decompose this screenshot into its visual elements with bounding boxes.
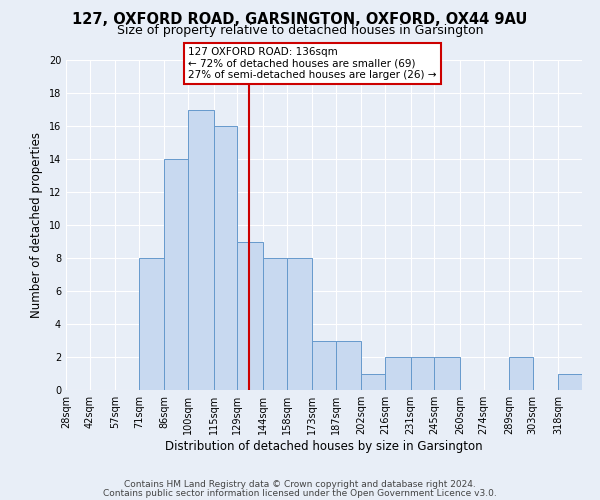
- Bar: [361, 374, 385, 390]
- Bar: [164, 159, 188, 390]
- Bar: [558, 374, 582, 390]
- Bar: [410, 357, 434, 390]
- Text: Contains public sector information licensed under the Open Government Licence v3: Contains public sector information licen…: [103, 488, 497, 498]
- Text: Size of property relative to detached houses in Garsington: Size of property relative to detached ho…: [117, 24, 483, 37]
- Bar: [188, 110, 214, 390]
- Text: 127, OXFORD ROAD, GARSINGTON, OXFORD, OX44 9AU: 127, OXFORD ROAD, GARSINGTON, OXFORD, OX…: [73, 12, 527, 28]
- Bar: [263, 258, 287, 390]
- Y-axis label: Number of detached properties: Number of detached properties: [30, 132, 43, 318]
- Bar: [336, 340, 361, 390]
- Bar: [287, 258, 312, 390]
- Bar: [385, 357, 410, 390]
- Bar: [312, 340, 336, 390]
- Bar: [139, 258, 164, 390]
- Bar: [238, 242, 263, 390]
- Text: 127 OXFORD ROAD: 136sqm
← 72% of detached houses are smaller (69)
27% of semi-de: 127 OXFORD ROAD: 136sqm ← 72% of detache…: [188, 47, 437, 80]
- Text: Contains HM Land Registry data © Crown copyright and database right 2024.: Contains HM Land Registry data © Crown c…: [124, 480, 476, 489]
- Bar: [434, 357, 460, 390]
- Bar: [509, 357, 533, 390]
- X-axis label: Distribution of detached houses by size in Garsington: Distribution of detached houses by size …: [165, 440, 483, 453]
- Bar: [214, 126, 238, 390]
